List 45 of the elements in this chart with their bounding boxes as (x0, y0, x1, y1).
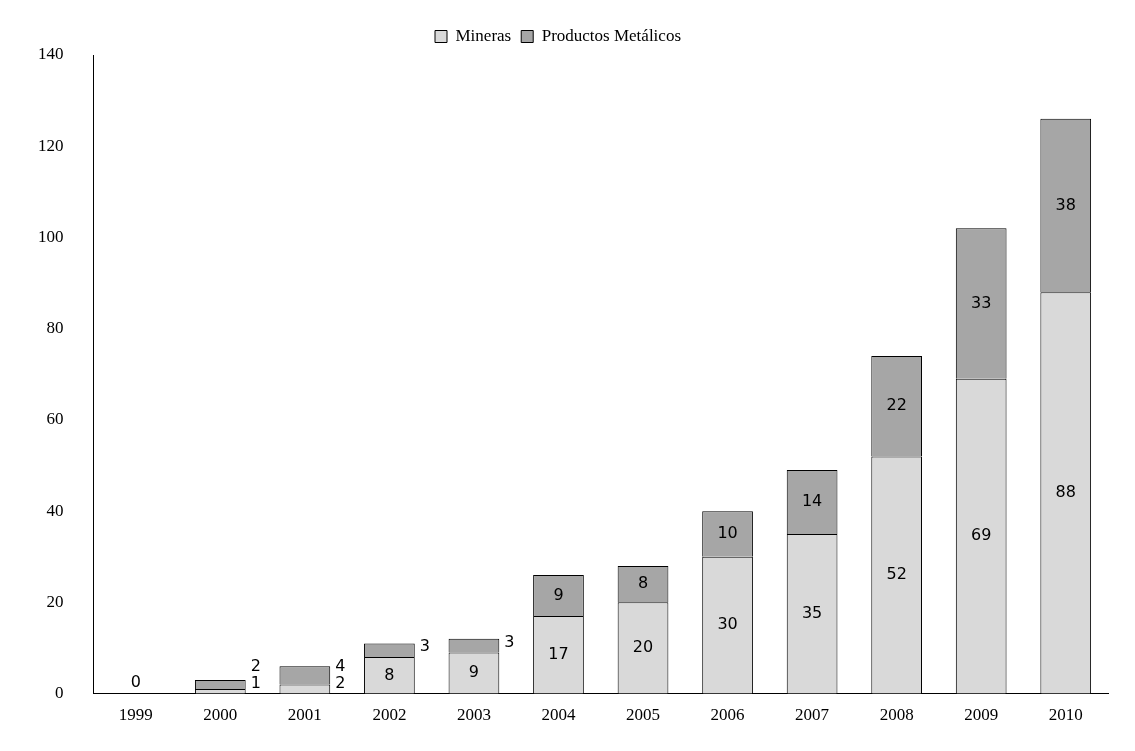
x-tick-label: 2004 (541, 705, 576, 725)
data-label: 30 (717, 614, 738, 634)
data-label: 22 (886, 395, 907, 415)
x-tick-label: 2005 (626, 705, 661, 725)
data-label: 10 (717, 523, 738, 543)
data-label: 4 (335, 655, 346, 675)
data-label: 3 (504, 631, 515, 651)
data-label: 8 (637, 573, 649, 593)
data-label: 14 (801, 491, 823, 511)
data-label: 9 (553, 584, 564, 604)
x-tick-label: 2006 (710, 705, 745, 725)
y-tick-label: 140 (38, 44, 64, 64)
data-label: 33 (971, 292, 992, 312)
data-label: 8 (384, 664, 395, 684)
y-tick-label: 40 (46, 500, 64, 520)
legend-label: Mineras (455, 25, 512, 45)
data-label: 52 (886, 564, 907, 584)
data-label: 69 (971, 525, 992, 545)
y-tick-label: 60 (46, 409, 64, 429)
x-tick-label: 2003 (456, 705, 491, 725)
data-label: 2 (335, 672, 346, 692)
legend-label: Productos Metálicos (541, 25, 682, 45)
y-tick-label: 120 (38, 135, 64, 155)
y-tick-label: 100 (38, 226, 64, 246)
x-tick-label: 2007 (795, 705, 830, 725)
x-tick-label: 2002 (372, 705, 407, 725)
data-label: 35 (801, 602, 823, 622)
data-label: 1 (250, 672, 261, 692)
y-tick-label: 20 (46, 591, 64, 611)
y-tick-label: 0 (55, 683, 64, 703)
x-tick-label: 2001 (287, 705, 322, 725)
data-label: 17 (548, 643, 569, 663)
data-label: 20 (632, 637, 654, 657)
data-label: 88 (1055, 482, 1076, 502)
data-label: 2 (250, 655, 261, 675)
y-tick-label: 80 (46, 318, 64, 338)
x-tick-label: 1999 (118, 705, 153, 725)
x-tick-label: 2009 (964, 705, 999, 725)
x-tick-label: 2010 (1048, 705, 1083, 725)
x-tick-label: 2000 (203, 705, 238, 725)
data-label: 3 (419, 636, 430, 656)
data-label: 0 (130, 671, 141, 691)
x-tick-label: 2008 (879, 705, 914, 725)
data-label: 38 (1055, 194, 1076, 214)
data-label: 9 (468, 662, 480, 682)
